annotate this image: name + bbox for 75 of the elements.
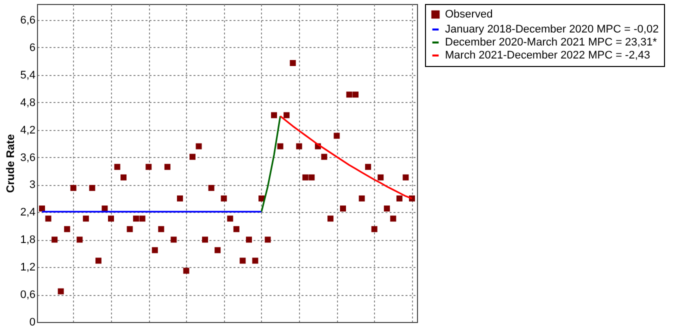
point xyxy=(170,236,177,243)
point xyxy=(120,174,127,180)
point xyxy=(302,174,308,180)
point xyxy=(183,268,190,274)
point xyxy=(271,112,278,118)
point xyxy=(208,184,214,191)
point xyxy=(190,154,196,160)
point xyxy=(126,226,133,232)
point xyxy=(296,143,302,150)
point xyxy=(365,164,372,170)
point xyxy=(340,206,346,212)
y-tick-label: 4,2 xyxy=(20,124,36,136)
point xyxy=(371,226,378,232)
point xyxy=(164,164,170,170)
point xyxy=(308,174,315,180)
point xyxy=(352,92,359,98)
y-tick-label: 6,6 xyxy=(20,14,36,27)
y-tick-label: 6 xyxy=(29,42,36,54)
point xyxy=(264,236,271,243)
legend-label: January 2018-December 2020 MPC = -0,02 xyxy=(445,24,659,36)
point xyxy=(52,236,58,243)
y-axis-title: Crude Rate xyxy=(5,134,18,193)
y-tick-label: 4,8 xyxy=(20,96,36,109)
point xyxy=(402,174,409,180)
point xyxy=(390,216,396,222)
point xyxy=(196,143,202,150)
point xyxy=(227,216,234,222)
point xyxy=(277,143,284,150)
legend-label: March 2021-December 2022 MPC = -2,43 xyxy=(445,50,650,62)
point xyxy=(258,195,264,202)
point xyxy=(139,216,146,222)
point xyxy=(114,164,120,170)
point xyxy=(146,164,152,170)
point xyxy=(220,195,227,202)
point xyxy=(176,195,183,202)
point xyxy=(290,60,296,66)
point xyxy=(327,216,334,222)
point xyxy=(396,195,402,202)
point xyxy=(95,258,102,264)
point xyxy=(45,216,52,222)
y-tick-label: 0,6 xyxy=(20,289,36,302)
y-tick-label: 3,6 xyxy=(20,152,36,164)
point xyxy=(89,184,96,191)
point xyxy=(82,216,89,222)
point xyxy=(378,174,384,180)
point xyxy=(334,132,340,139)
point xyxy=(284,112,290,118)
y-tick-label: 2,4 xyxy=(20,206,36,219)
point xyxy=(240,258,246,264)
point xyxy=(214,247,221,254)
point xyxy=(70,184,76,191)
point xyxy=(346,92,352,98)
point xyxy=(233,226,240,232)
point xyxy=(252,258,258,264)
point xyxy=(384,206,390,212)
point xyxy=(358,195,365,202)
y-tick-label: 3 xyxy=(29,179,36,192)
y-tick-label: 5,4 xyxy=(20,69,36,82)
point xyxy=(321,154,328,160)
legend-label: Observed xyxy=(445,8,493,20)
point xyxy=(39,206,46,212)
y-tick-label: 1,8 xyxy=(20,234,36,246)
point xyxy=(152,247,158,254)
line-series xyxy=(260,115,282,213)
point xyxy=(76,236,83,243)
point xyxy=(64,226,70,232)
point xyxy=(246,236,252,243)
legend-label: December 2020-March 2021 MPC = 23,31* xyxy=(445,36,658,48)
point xyxy=(133,216,140,222)
point xyxy=(58,288,64,294)
y-tick-label: 1,2 xyxy=(20,262,36,274)
point xyxy=(202,236,208,243)
y-tick-label: 0 xyxy=(29,316,36,328)
point xyxy=(108,216,114,222)
point xyxy=(158,226,164,232)
